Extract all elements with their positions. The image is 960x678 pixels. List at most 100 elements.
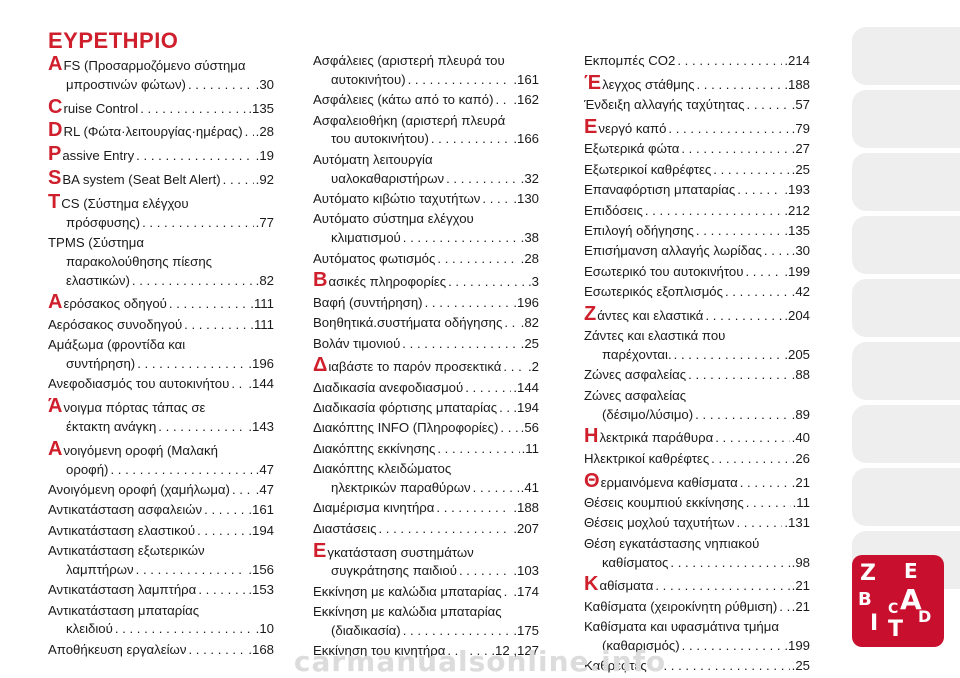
index-entry[interactable]: Αυτόματο κιβώτιο ταχυτήτων .130 [313, 190, 539, 209]
page-number: .156 [248, 561, 274, 577]
index-entry[interactable]: Διαδικασία ανεφοδιασμού .144 [313, 379, 539, 398]
dot-leader [184, 316, 248, 335]
index-entry[interactable]: Θέση εγκατάστασης νηπιακού καθίσματος .98 [584, 535, 810, 573]
index-entry[interactable]: Εσωτερικός εξοπλισμός .42 [584, 283, 810, 302]
index-entry[interactable]: Ανοιγόμενη οροφή (χαμήλωμα) .47 [48, 481, 274, 500]
index-entry[interactable]: Επισήμανση αλλαγής λωρίδας .30 [584, 242, 810, 261]
airbag-icon[interactable] [852, 216, 960, 274]
index-entry[interactable]: DRL (Φώτα·λειτουργίας·ημέρας) .28 [48, 120, 274, 142]
index-logo[interactable]: Z E B A I C T D [852, 555, 944, 647]
index-entry[interactable]: Αντικατάσταση μπαταρίας κλειδιού .10 [48, 602, 274, 640]
index-entry-text: Βαφή (συντήρηση) [313, 294, 423, 310]
index-entry[interactable]: Ασφάλειες (αριστερή πλευρά του αυτοκινήτο… [313, 52, 539, 90]
logo-letter: B [858, 589, 872, 610]
index-entry[interactable]: Διακόπτης INFO (Πληροφορίες) .56 [313, 419, 539, 438]
page-number: .193 [784, 182, 810, 198]
index-entry[interactable]: Εσωτερικό του αυτοκινήτου .199 [584, 263, 810, 282]
index-entry[interactable]: A FS (Προσαρμοζόμενο σύστημα μπροστινών φώ… [48, 54, 274, 95]
index-entry[interactable]: Αυτόματη λειτουργία υαλοκαθαριστήρων .32 [313, 151, 539, 189]
index-entry[interactable]: Ασφαλειοθήκη (αριστερή πλευρά του αυτοκιν… [313, 112, 539, 150]
index-entry[interactable]: Διαστάσεις .207 [313, 520, 539, 539]
warning-triangle-icon[interactable] [852, 279, 960, 337]
index-entry[interactable]: Αερόσακος συνοδηγού .111 [48, 316, 274, 335]
dot-leader [764, 242, 790, 261]
index-entry[interactable]: Εκπομπές CO2 .214 [584, 52, 810, 71]
dot-leader [446, 170, 519, 189]
index-entry[interactable]: Επιλογή οδήγησης .135 [584, 222, 810, 241]
car-data-icon[interactable] [852, 468, 960, 526]
index-entry[interactable]: Επιδόσεις .212 [584, 202, 810, 221]
index-entry[interactable]: Βαφή (συντήρηση) .196 [313, 294, 539, 313]
index-entry-text: Ζάντες και ελαστικά που [584, 328, 726, 344]
index-entry[interactable]: Αντικατάσταση εξωτερικών λαμπτήρων .156 [48, 542, 274, 580]
index-entry[interactable]: Αντικατάσταση ελαστικού .194 [48, 522, 274, 541]
logo-letter: D [918, 607, 932, 626]
index-entry[interactable]: Ασφάλειες (κάτω από το καπό) .162 [313, 91, 539, 110]
index-entry-line: Καθίσματα και υφασμάτινα τμήμα [584, 618, 810, 637]
index-entry[interactable]: Θέσεις κουμπιού εκκίνησης .11 [584, 494, 810, 513]
index-entry-text: Διακόπτης εκκίνησης [313, 440, 436, 456]
index-entry[interactable]: Ζάντες και ελαστικά .204 [584, 304, 810, 326]
index-entry[interactable]: Καθρέφτες .25 [584, 657, 810, 676]
index-entry[interactable]: Καθίσματα .21 [584, 574, 810, 596]
dot-leader [136, 561, 247, 580]
index-entry[interactable]: Αερόσακος οδηγού .111 [48, 292, 274, 314]
index-entry[interactable]: Επαναφόρτιση μπαταρίας .193 [584, 181, 810, 200]
index-entry[interactable]: Αυτόματος φωτισμός .28 [313, 250, 539, 269]
index-entry[interactable]: Εξωτερικά φώτα .27 [584, 140, 810, 159]
index-entry-text: Αντικατάσταση ελαστικού [48, 522, 196, 538]
index-entry[interactable]: Διακόπτης εκκίνησης .11 [313, 440, 539, 459]
index-entry[interactable]: TPMS (Σύστημα παρακολούθησης πίεσης ελαστι… [48, 234, 274, 290]
index-entry-text: Εκπομπές CO2 [584, 53, 676, 68]
emergency-tools-icon[interactable] [852, 405, 960, 463]
steering-wheel-icon[interactable] [852, 153, 960, 211]
index-entry[interactable]: Καθίσματα (χειροκίνητη ρύθμιση) .21 [584, 598, 810, 617]
index-entry[interactable]: Βολάν τιμονιού .25 [313, 335, 539, 354]
index-entry[interactable]: Ζώνες ασφαλείας (δέσιμο/λύσιμο) .89 [584, 387, 810, 425]
index-entry[interactable]: Εξωτερικοί καθρέφτες .25 [584, 161, 810, 180]
index-entry[interactable]: Ένδειξη αλλαγής ταχύτητας .57 [584, 96, 810, 115]
index-entry-text: Αυτόματη λειτουργία [313, 151, 433, 167]
car-dashboard-icon[interactable] [852, 90, 960, 148]
index-entry[interactable]: Εκκίνηση με καλώδια μπαταρίας (διαδικασία… [313, 603, 539, 641]
index-entry[interactable]: Καθίσματα και υφασμάτινα τμήμα (καθαρισμό… [584, 618, 810, 656]
index-entry[interactable]: Ανεφοδιασμός του αυτοκινήτου .144 [48, 375, 274, 394]
index-entry[interactable]: Αποθήκευση εργαλείων .168 [48, 641, 274, 660]
index-entry[interactable]: Διαδικασία φόρτισης μπαταρίας .194 [313, 399, 539, 418]
index-entry-line: Ανοιγόμενη οροφή (χαμήλωμα) .47 [48, 481, 274, 500]
index-entry[interactable]: Ζώνες ασφαλείας .88 [584, 366, 810, 385]
index-entry-text: FS (Προσαρμοζόμενο σύστημα [63, 58, 246, 73]
index-entry[interactable]: Αντικατάσταση ασφαλειών .161 [48, 501, 274, 520]
index-entry[interactable]: Αντικατάσταση λαμπτήρα .153 [48, 581, 274, 600]
index-entry-text: Εσωτερικός εξοπλισμός [584, 284, 723, 300]
index-entry[interactable]: Εκκίνηση του κινητήρα .12 ,127 [313, 642, 539, 661]
index-entry[interactable]: Διαμέρισμα κινητήρα .188 [313, 499, 539, 518]
index-entry[interactable]: Αυτόματο σύστημα ελέγχου κλιματισμού .38 [313, 210, 539, 248]
index-entry[interactable]: Εκκίνηση με καλώδια μπαταρίας .174 [313, 583, 539, 602]
index-entry[interactable]: Ηλεκτρικοί καθρέφτες .26 [584, 450, 810, 469]
index-entry[interactable]: Βοηθητικά.συστήματα οδήγησης .82 [313, 314, 539, 333]
index-entry[interactable]: Ζάντες και ελαστικά που παρέχονται. .205 [584, 327, 810, 365]
index-entry[interactable]: SBA system (Seat Belt Alert) .92 [48, 168, 274, 190]
index-entry[interactable]: Αμάξωμα (φροντίδα και συντήρηση) .196 [48, 336, 274, 374]
page-number: .153 [248, 582, 274, 598]
section-initial: Έ [584, 71, 602, 94]
index-entry-line: Θέσεις μοχλού ταχυτήτων .131 [584, 514, 810, 533]
index-entry[interactable]: Θέσεις μοχλού ταχυτήτων .131 [584, 514, 810, 533]
page-number: .88 [791, 367, 810, 383]
wrench-icon[interactable] [852, 342, 960, 400]
seat-belt-icon[interactable] [852, 27, 960, 85]
index-entry[interactable]: Διακόπτης κλειδώματος ηλεκτρικών παραθύρω… [313, 460, 539, 498]
